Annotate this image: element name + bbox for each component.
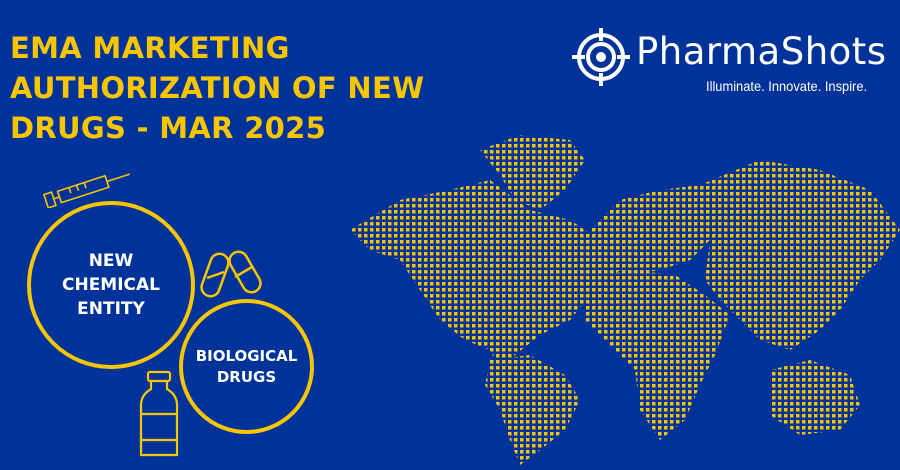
- map-greenland: [480, 135, 585, 210]
- vial-icon: [139, 370, 179, 457]
- dotted-world-map: [350, 135, 900, 465]
- headline-line: DRUGS - MAR 2025: [10, 111, 327, 145]
- category-label: DRUGS: [216, 367, 277, 386]
- category-biological-drugs: BIOLOGICAL DRUGS: [179, 299, 314, 434]
- map-asia: [700, 160, 900, 350]
- capsules-icon: [200, 250, 262, 298]
- pharmashots-logo: PharmaShots Illuminate. Innovate. Inspir…: [570, 26, 900, 98]
- logo-tagline: Illuminate. Innovate. Inspire.: [706, 78, 868, 94]
- category-label: ENTITY: [77, 299, 145, 319]
- headline: EMA MARKETING AUTHORIZATION OF NEW DRUGS…: [10, 28, 424, 148]
- headline-line: EMA MARKETING: [10, 31, 290, 65]
- crosshair-icon: [572, 28, 630, 86]
- map-north-america: [350, 180, 620, 370]
- category-label: BIOLOGICAL: [195, 346, 298, 365]
- syringe-icon: [42, 173, 131, 208]
- map-europe: [590, 185, 720, 275]
- logo-name: PharmaShots: [636, 30, 887, 73]
- category-new-chemical-entity: NEW CHEMICAL ENTITY: [27, 201, 195, 369]
- category-label: NEW: [88, 251, 134, 271]
- map-australia: [770, 360, 860, 435]
- map-south-america: [485, 355, 580, 465]
- map-africa: [585, 270, 730, 440]
- category-label: CHEMICAL: [61, 275, 161, 295]
- headline-line: AUTHORIZATION OF NEW: [10, 71, 425, 105]
